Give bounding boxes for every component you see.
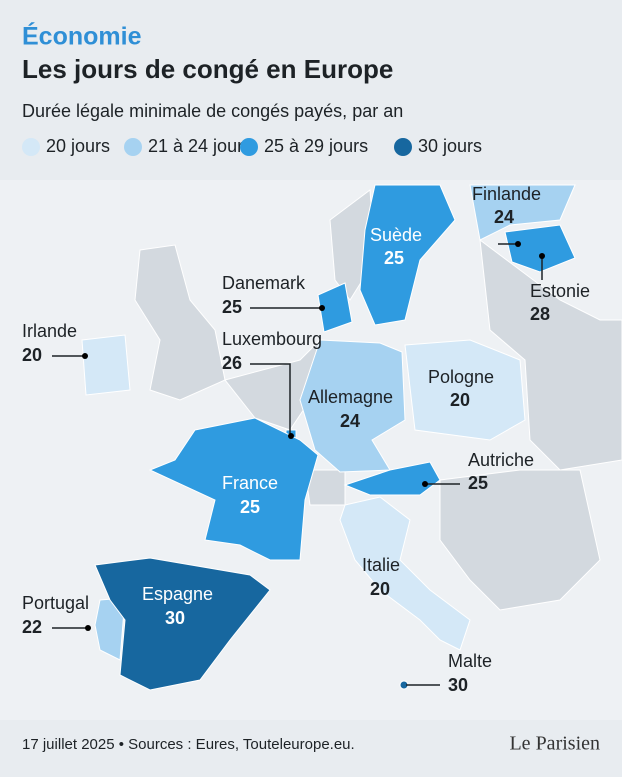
country	[343, 461, 441, 496]
country-value: 24	[494, 207, 514, 227]
legend-label: 21 à 24 jours	[148, 136, 252, 156]
title: Les jours de congé en Europe	[22, 54, 393, 84]
source: 17 juillet 2025 • Sources : Eures, Toute…	[22, 736, 355, 753]
country-value: 25	[222, 297, 242, 317]
country-value: 26	[222, 353, 242, 373]
country-value: 22	[22, 617, 42, 637]
country-value: 30	[448, 675, 468, 695]
legend-swatch	[22, 138, 40, 156]
country	[339, 496, 471, 651]
country	[469, 184, 576, 241]
country-name: Estonie	[530, 281, 590, 301]
subtitle: Durée légale minimale de congés payés, p…	[22, 101, 403, 121]
country	[317, 282, 353, 333]
country	[81, 334, 131, 396]
balkans	[439, 469, 601, 611]
country	[504, 224, 576, 273]
brand: Le Parisien	[509, 733, 600, 755]
country-name: Espagne	[142, 584, 213, 604]
country-name: Finlande	[472, 184, 541, 204]
leader	[250, 363, 291, 436]
uk	[134, 244, 226, 401]
country-name: Autriche	[468, 450, 534, 470]
country-value: 20	[450, 390, 470, 410]
legend-label: 25 à 29 jours	[264, 136, 368, 156]
country-value: 28	[530, 304, 550, 324]
east-land	[479, 238, 622, 471]
country-name: Irlande	[22, 321, 77, 341]
country-value: 24	[340, 411, 360, 431]
legend-swatch	[394, 138, 412, 156]
country-name: Malte	[448, 651, 492, 671]
country-name: Danemark	[222, 273, 306, 293]
country	[404, 339, 526, 441]
leader	[539, 253, 545, 259]
country	[359, 184, 456, 326]
country-name: Allemagne	[308, 387, 393, 407]
country-value: 25	[384, 248, 404, 268]
country-value: 25	[240, 497, 260, 517]
country-name: France	[222, 473, 278, 493]
country-name: Pologne	[428, 367, 494, 387]
country-name: Portugal	[22, 593, 89, 613]
legend-label: 30 jours	[418, 136, 482, 156]
labels: Finlande 24 Suède 25 Estonie 28 Danemark…	[22, 184, 590, 695]
country	[148, 417, 319, 561]
leader	[422, 481, 428, 487]
country	[94, 557, 271, 691]
country-value: 30	[165, 608, 185, 628]
leaders	[52, 241, 545, 686]
country-value: 25	[468, 473, 488, 493]
kicker: Économie	[22, 22, 142, 51]
legend-swatch	[124, 138, 142, 156]
leader	[319, 305, 325, 311]
legend-label: 20 jours	[46, 136, 110, 156]
country-name: Suède	[370, 225, 422, 245]
leader	[85, 625, 91, 631]
country-name: Luxembourg	[222, 329, 322, 349]
country-value: 20	[22, 345, 42, 365]
map	[0, 180, 622, 720]
country-value: 20	[370, 579, 390, 599]
country-name: Italie	[362, 555, 400, 575]
leader	[82, 353, 88, 359]
legend: 20 jours 21 à 24 jours 25 à 29 jours 30 jou…	[22, 136, 482, 156]
legend-swatch	[240, 138, 258, 156]
leader	[288, 433, 294, 439]
leader	[515, 241, 521, 247]
